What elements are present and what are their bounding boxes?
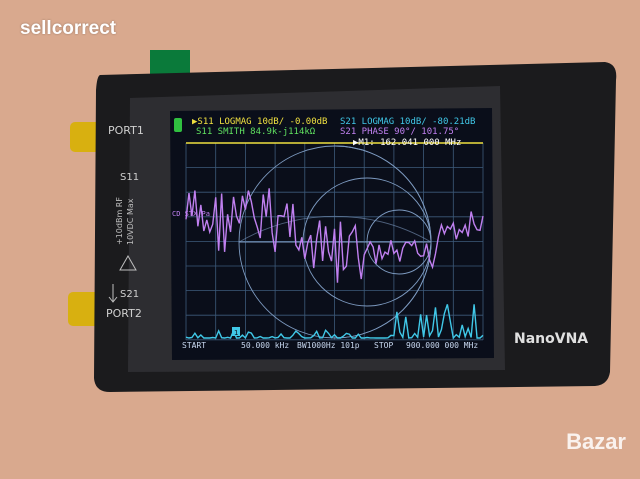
s11-label: S11 <box>120 172 139 183</box>
bandwidth-label: BW1000Hz 101p <box>297 341 360 350</box>
marker-1-number: 1 <box>234 329 238 337</box>
trace1-label: ▶S11 LOGMAG 10dB/ -0.00dB <box>192 117 327 127</box>
battery-icon <box>174 118 182 132</box>
warning-icon <box>119 254 137 271</box>
watermark: sellcorrect <box>20 18 117 39</box>
marker-1-indicator <box>232 327 240 336</box>
start-value: 50.000 kHz <box>241 341 289 350</box>
marker-label: ▶M1: 162.041 000 MHz <box>353 138 461 148</box>
port1-label: PORT1 <box>108 124 144 137</box>
s21-phase-trace <box>185 188 484 283</box>
trace4-label: S21 PHASE 90°/ 101.75° <box>340 127 459 137</box>
trace2-label: S21 LOGMAG 10dB/ -80.21dB <box>340 117 475 127</box>
arrow-down-icon <box>108 284 118 303</box>
s21-label: S21 <box>120 289 139 300</box>
stop-value: 900.000 000 MHz <box>406 341 478 350</box>
rf-max-label: +10dBm RF <box>115 197 124 245</box>
start-label: START <box>182 341 206 350</box>
trace3-label: S11 SMITH 84.9k-j114kΩ <box>196 127 316 137</box>
side-label: CD STX Pa <box>172 210 210 218</box>
brand-label: NanoVNA <box>514 331 588 347</box>
lcd-screen: ▶S11 LOGMAG 10dB/ -0.00dB S21 LOGMAG 10d… <box>170 108 494 360</box>
watermark-bottom: Bazar <box>566 429 626 454</box>
stop-label: STOP <box>374 341 393 350</box>
dc-max-label: 10VDC Max <box>126 198 135 245</box>
port2-label: PORT2 <box>106 307 142 320</box>
